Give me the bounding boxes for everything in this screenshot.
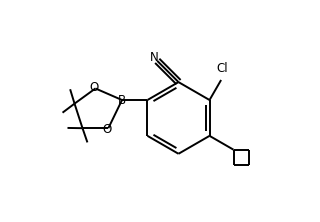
Text: B: B	[118, 93, 126, 107]
Text: Cl: Cl	[216, 62, 228, 75]
Text: N: N	[150, 52, 159, 64]
Text: O: O	[102, 123, 112, 136]
Text: O: O	[90, 81, 99, 94]
